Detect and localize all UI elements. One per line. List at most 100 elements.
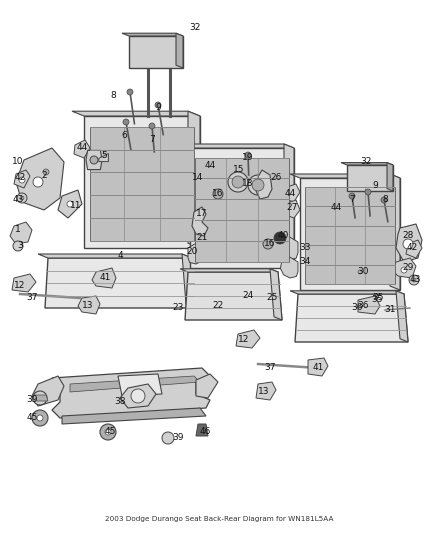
Text: 44: 44 <box>330 204 342 213</box>
Text: 14: 14 <box>192 174 204 182</box>
Polygon shape <box>86 150 102 169</box>
Polygon shape <box>278 237 298 260</box>
Circle shape <box>13 241 23 251</box>
Polygon shape <box>195 158 289 262</box>
Circle shape <box>32 410 48 426</box>
Circle shape <box>355 267 365 277</box>
Polygon shape <box>10 222 32 244</box>
Polygon shape <box>32 376 64 406</box>
Polygon shape <box>180 144 294 148</box>
Text: 24: 24 <box>242 290 254 300</box>
Circle shape <box>381 197 387 203</box>
Polygon shape <box>300 178 400 290</box>
Text: 8: 8 <box>382 196 388 205</box>
Polygon shape <box>283 200 300 218</box>
Polygon shape <box>192 207 208 236</box>
Circle shape <box>358 270 362 274</box>
Circle shape <box>105 429 111 435</box>
Polygon shape <box>305 187 395 285</box>
Polygon shape <box>74 140 90 158</box>
Circle shape <box>17 193 27 203</box>
Text: 40: 40 <box>277 230 289 239</box>
Text: 3: 3 <box>17 240 23 249</box>
Text: 12: 12 <box>14 280 26 289</box>
Text: 36: 36 <box>351 303 363 312</box>
Polygon shape <box>328 200 344 218</box>
Text: 42: 42 <box>14 174 26 182</box>
Polygon shape <box>185 272 282 320</box>
Circle shape <box>100 424 116 440</box>
Text: 30: 30 <box>357 268 369 277</box>
Polygon shape <box>84 116 200 248</box>
Text: 28: 28 <box>403 230 413 239</box>
Polygon shape <box>196 374 218 398</box>
Circle shape <box>412 278 416 282</box>
Text: 23: 23 <box>172 303 184 312</box>
Polygon shape <box>406 240 422 258</box>
Text: 38: 38 <box>114 398 126 407</box>
Text: 8: 8 <box>110 91 116 100</box>
Polygon shape <box>14 170 30 188</box>
Circle shape <box>274 232 286 244</box>
Polygon shape <box>16 148 64 210</box>
Polygon shape <box>72 111 200 116</box>
Polygon shape <box>38 254 192 258</box>
Polygon shape <box>196 424 208 436</box>
Text: 27: 27 <box>286 203 298 212</box>
Polygon shape <box>176 33 183 68</box>
Polygon shape <box>188 111 200 248</box>
Text: 9: 9 <box>372 181 378 190</box>
Text: 43: 43 <box>410 276 420 285</box>
Text: 16: 16 <box>264 238 276 247</box>
Polygon shape <box>387 163 393 191</box>
Text: 46: 46 <box>199 427 211 437</box>
Text: 36: 36 <box>357 301 369 310</box>
Text: 22: 22 <box>212 301 224 310</box>
Text: 31: 31 <box>384 305 396 314</box>
Polygon shape <box>392 258 416 278</box>
Polygon shape <box>175 166 190 198</box>
Text: 44: 44 <box>284 189 296 198</box>
Polygon shape <box>58 190 82 218</box>
Circle shape <box>67 201 73 207</box>
Polygon shape <box>282 184 300 202</box>
Text: 9: 9 <box>155 102 161 111</box>
Polygon shape <box>92 268 116 288</box>
Circle shape <box>149 123 155 129</box>
Text: 41: 41 <box>312 364 324 373</box>
Polygon shape <box>70 376 200 392</box>
Text: 16: 16 <box>212 189 224 198</box>
Text: 32: 32 <box>360 157 372 166</box>
Text: 41: 41 <box>99 273 111 282</box>
Text: 13: 13 <box>258 387 270 397</box>
Polygon shape <box>180 269 278 272</box>
Polygon shape <box>308 358 328 376</box>
Polygon shape <box>182 254 196 308</box>
Text: 11: 11 <box>70 200 82 209</box>
Polygon shape <box>190 148 294 268</box>
Text: 45: 45 <box>26 414 38 423</box>
Polygon shape <box>256 170 272 199</box>
Text: 7: 7 <box>149 135 155 144</box>
Circle shape <box>263 239 273 249</box>
Circle shape <box>43 169 49 175</box>
Text: 45: 45 <box>104 427 116 437</box>
Polygon shape <box>290 291 404 294</box>
Circle shape <box>162 432 174 444</box>
Circle shape <box>232 176 244 188</box>
Circle shape <box>33 177 43 187</box>
Polygon shape <box>32 395 48 401</box>
Text: 5: 5 <box>101 150 107 159</box>
Polygon shape <box>196 227 216 250</box>
Polygon shape <box>129 36 183 68</box>
Polygon shape <box>90 126 194 241</box>
Text: 18: 18 <box>242 179 254 188</box>
Polygon shape <box>118 374 162 396</box>
Text: 44: 44 <box>76 143 88 152</box>
Polygon shape <box>188 243 205 264</box>
Text: 17: 17 <box>196 208 208 217</box>
Text: 35: 35 <box>371 295 383 304</box>
Text: 32: 32 <box>189 23 201 33</box>
Polygon shape <box>390 174 400 290</box>
Text: 33: 33 <box>299 244 311 253</box>
